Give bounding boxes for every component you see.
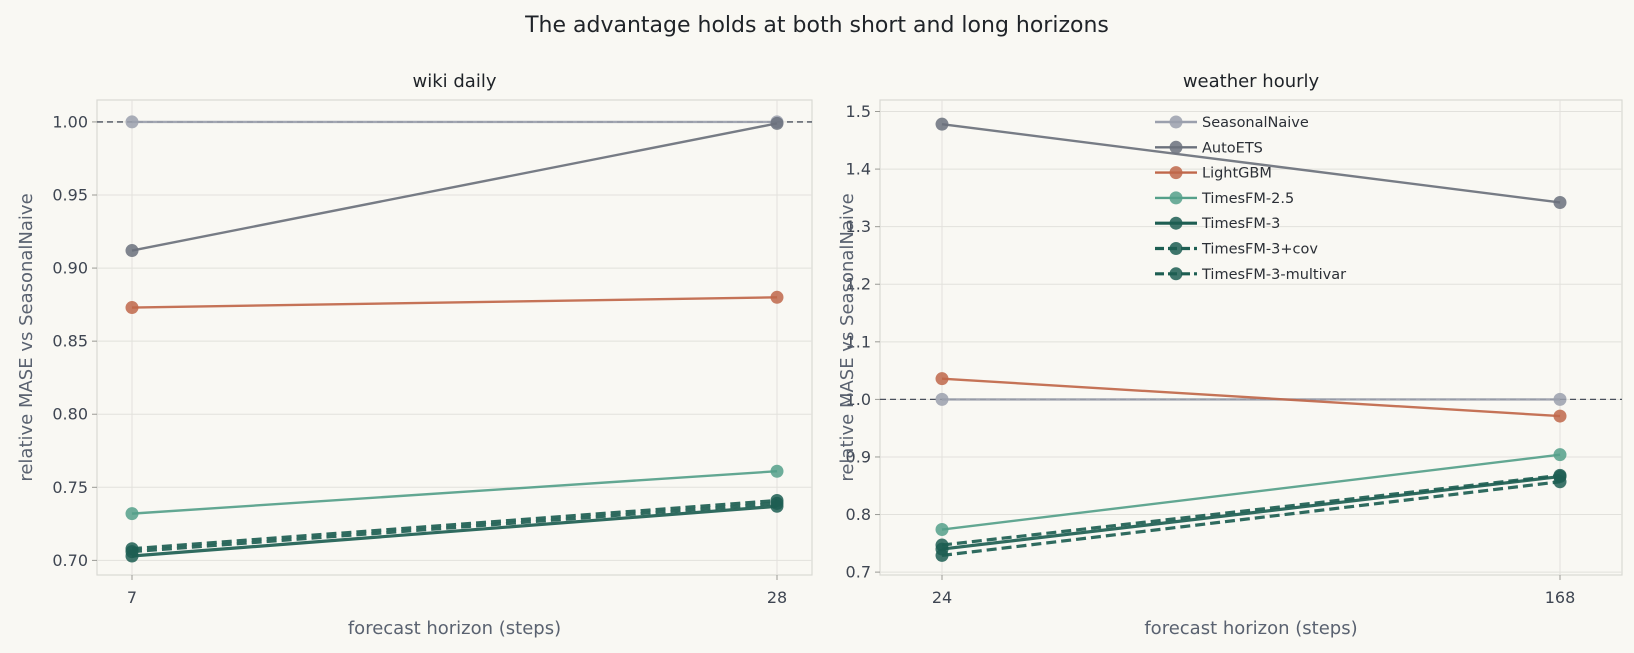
panel-2-legend-label-lightgbm: LightGBM bbox=[1202, 166, 1272, 182]
panel-1-line-timesfm-2-5 bbox=[131, 470, 778, 515]
panel-2-legend-label-autoets: AutoETS bbox=[1202, 140, 1263, 156]
panel-2-legend-swatch-marker-seasonalnaive bbox=[1169, 115, 1183, 129]
figure-suptitle: The advantage holds at both short and lo… bbox=[524, 13, 1109, 38]
panel-2-point-lightgbm-1 bbox=[1553, 409, 1567, 423]
panel-1-series-timesfm-2-5 bbox=[125, 464, 784, 521]
panel-2-title: weather hourly bbox=[1183, 71, 1320, 92]
panel-2-series-timesfm-3-multivar bbox=[935, 475, 1567, 562]
panel-2-legend-label-timesfm-3-cov: TimesFM-3+cov bbox=[1201, 242, 1318, 258]
panel-2-line-timesfm-3 bbox=[941, 474, 1561, 551]
panel-2-line-timesfm-2-5 bbox=[941, 453, 1561, 531]
panel-2-point-timesfm-3-multivar-1 bbox=[1553, 475, 1567, 489]
panel-1-ytick-label: 0.80 bbox=[52, 405, 88, 424]
panel-1-point-seasonalnaive-0 bbox=[125, 115, 139, 129]
panel-1-point-timesfm-2-5-1 bbox=[770, 464, 784, 478]
panel-2-legend-swatch-marker-autoets bbox=[1169, 140, 1183, 154]
panel-2-ytick-label: 1.3 bbox=[846, 217, 871, 236]
panel-2-legend-label-timesfm-3-multivar: TimesFM-3-multivar bbox=[1201, 267, 1346, 283]
panel-2-series-lightgbm bbox=[935, 372, 1567, 423]
panel-2: 0.7 0.8 0.9 1.0 1.1 1.2 1.3 1.4 1.5 24 168 weather … bbox=[837, 71, 1623, 639]
panel-2-point-timesfm-2-5-0 bbox=[935, 523, 949, 537]
panel-2-ytick-label: 0.7 bbox=[846, 563, 871, 582]
panel-2-legend-swatch-marker-timesfm-3-multivar bbox=[1169, 267, 1183, 281]
panel-1-line-autoets bbox=[131, 122, 778, 252]
panel-1-point-lightgbm-1 bbox=[770, 290, 784, 304]
panel-2-series-timesfm-2-5 bbox=[935, 448, 1567, 537]
panel-2-line-timesfm-3-multivar bbox=[941, 480, 1561, 558]
panel-2-ytick-label: 0.9 bbox=[846, 447, 871, 466]
panel-2-point-timesfm-2-5-1 bbox=[1553, 448, 1567, 462]
panel-1-ylabel: relative MASE vs SeasonalNaive bbox=[16, 193, 37, 481]
panel-1-line-lightgbm bbox=[131, 296, 778, 309]
panel-2-point-autoets-0 bbox=[935, 117, 949, 131]
panel-1-point-timesfm-2-5-0 bbox=[125, 507, 139, 521]
panel-2-xlabel: forecast horizon (steps) bbox=[1144, 618, 1357, 639]
panel-1-ytick-label: 0.70 bbox=[52, 551, 88, 570]
panel-1-line-timesfm-3 bbox=[131, 504, 778, 558]
panel-2-ytick-label: 1.1 bbox=[846, 332, 871, 351]
panel-2-series-autoets bbox=[935, 117, 1567, 209]
panel-1-ytick-label: 0.75 bbox=[52, 478, 88, 497]
panel-2-point-timesfm-3-cov-0 bbox=[935, 538, 949, 552]
panel-2-ytick-label: 0.8 bbox=[846, 505, 871, 524]
panel-2-legend-swatch-marker-timesfm-2-5 bbox=[1169, 191, 1183, 205]
panel-1-point-lightgbm-0 bbox=[125, 301, 139, 315]
panel-2-ylabel: relative MASE vs SeasonalNaive bbox=[837, 193, 858, 481]
panel-1-ytick-label: 1.00 bbox=[52, 112, 88, 131]
panel-2-ytick-label: 1.0 bbox=[846, 390, 871, 409]
panel-2-point-timesfm-3-multivar-0 bbox=[935, 548, 949, 562]
panel-2-xtick-label: 24 bbox=[932, 588, 952, 607]
panel-2-legend-swatch-marker-lightgbm bbox=[1169, 166, 1183, 180]
panel-1-point-autoets-1 bbox=[770, 116, 784, 130]
panel-2-line-lightgbm bbox=[941, 377, 1561, 418]
panel-1-point-timesfm-3-multivar-1 bbox=[770, 493, 784, 507]
panel-2-point-seasonalnaive-0 bbox=[935, 392, 949, 406]
panel-2-ytick-label: 1.4 bbox=[846, 160, 871, 179]
panel-1-line-timesfm-3-cov bbox=[131, 501, 778, 554]
panel-2-line-autoets bbox=[941, 122, 1561, 204]
panel-1-point-timesfm-3-multivar-0 bbox=[125, 542, 139, 556]
panel-2-point-lightgbm-0 bbox=[935, 372, 949, 386]
panel-1-ytick-label: 0.95 bbox=[52, 186, 88, 205]
panel-2-legend-swatch-marker-timesfm-3 bbox=[1169, 216, 1183, 230]
panel-2-line-timesfm-3-cov bbox=[941, 473, 1561, 547]
panel-1-ytick-label: 0.90 bbox=[52, 259, 88, 278]
panel-2-ytick-label: 1.2 bbox=[846, 275, 871, 294]
panel-2-point-seasonalnaive-1 bbox=[1553, 392, 1567, 406]
chart-panels: 0.70 0.75 0.80 0.85 0.90 0.95 1.00 7 28 wiki dail… bbox=[16, 71, 1623, 639]
panel-1-title: wiki daily bbox=[413, 71, 497, 92]
panel-1-plot-area bbox=[96, 99, 813, 576]
panel-1-xtick-label: 28 bbox=[767, 588, 787, 607]
panel-2-legend-label-timesfm-2-5: TimesFM-2.5 bbox=[1201, 191, 1294, 207]
panel-1-series-lightgbm bbox=[125, 290, 784, 315]
panel-2-legend-swatch-marker-timesfm-3-cov bbox=[1169, 242, 1183, 255]
panel-1-xtick-label: 7 bbox=[127, 588, 137, 607]
panel-2-legend: SeasonalNaive AutoETS LightGBM TimesFM-2.5 T… bbox=[1155, 115, 1346, 283]
panel-2-legend-label-seasonalnaive: SeasonalNaive bbox=[1202, 115, 1309, 131]
panel-1-ytick-label: 0.85 bbox=[52, 332, 88, 351]
panel-2-xtick-label: 168 bbox=[1545, 588, 1576, 607]
panel-1-series-timesfm-3-multivar bbox=[125, 493, 784, 556]
panel-2-series-seasonalnaive bbox=[935, 392, 1567, 406]
panel-1-series-autoets bbox=[125, 116, 784, 258]
panel-1-point-autoets-0 bbox=[125, 244, 139, 258]
panel-1-line-timesfm-3-multivar bbox=[131, 498, 778, 551]
panel-2-ytick-label: 1.5 bbox=[846, 102, 871, 121]
panel-2-legend-label-timesfm-3: TimesFM-3 bbox=[1201, 216, 1280, 232]
panel-2-plot-area bbox=[879, 99, 1623, 576]
panel-1-xlabel: forecast horizon (steps) bbox=[348, 618, 561, 639]
panel-2-point-autoets-1 bbox=[1553, 195, 1567, 209]
panel-1: 0.70 0.75 0.80 0.85 0.90 0.95 1.00 7 28 wiki dail… bbox=[16, 71, 813, 639]
